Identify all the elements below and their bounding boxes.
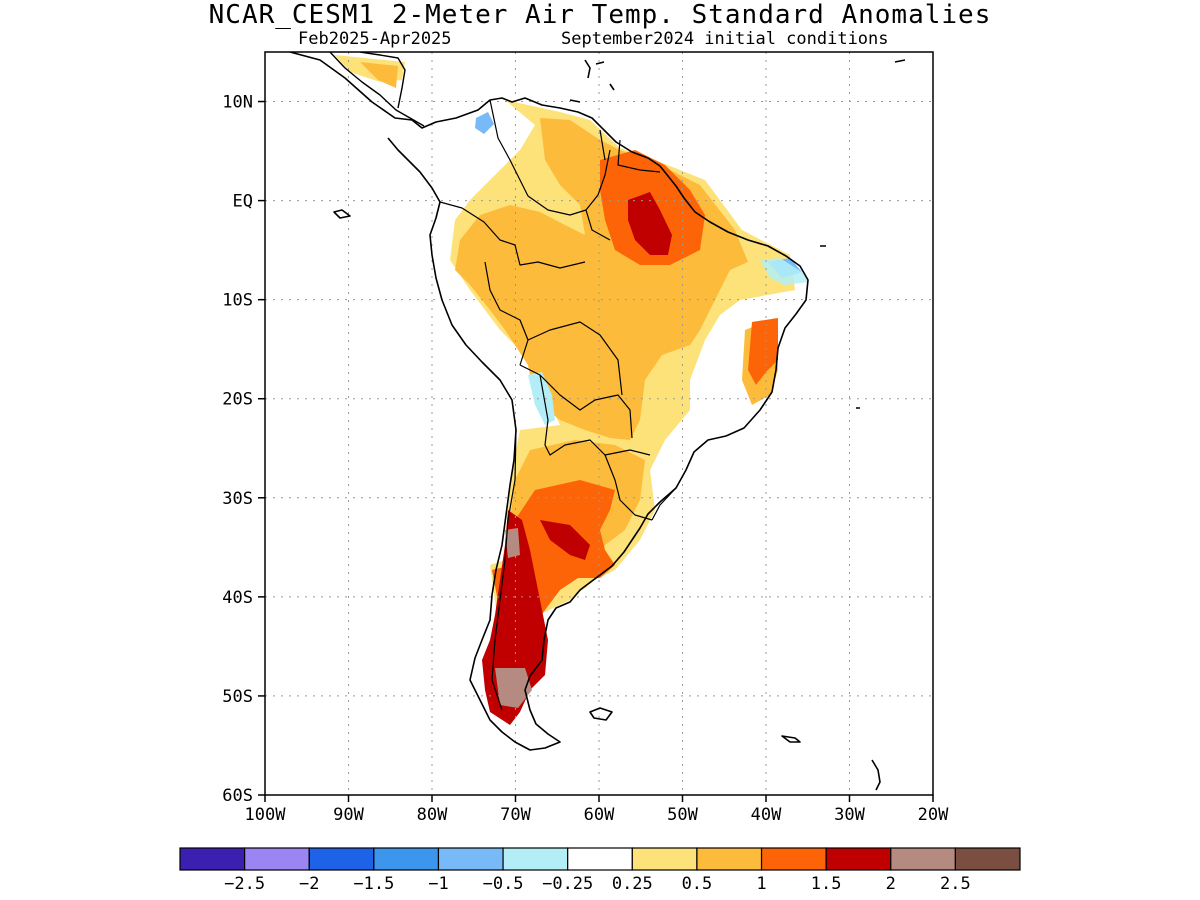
color-scale-bar: −2.5 −2 −1.5 −1 −0.5 −0.25 0.25 0.5 1 1.5 2 2.5 bbox=[179, 847, 1021, 894]
colorbar-label: 2 bbox=[886, 874, 896, 894]
colorbar-swatch bbox=[954, 847, 1021, 871]
colorbar-label: −2 bbox=[299, 874, 319, 894]
colorbar-swatch bbox=[179, 847, 246, 871]
anomaly-region-cool-colombia bbox=[475, 112, 494, 134]
lon-tick-label: 60W bbox=[584, 805, 615, 825]
colorbar-swatch bbox=[631, 847, 698, 871]
island-south-sandwich bbox=[871, 759, 881, 791]
colorbar-label: 0.25 bbox=[612, 874, 653, 894]
lon-tick-label: 30W bbox=[834, 805, 865, 825]
lat-tick-label: 30S bbox=[222, 489, 253, 509]
colorbar-swatch bbox=[825, 847, 892, 871]
anomaly-region-slight-cool-brazil bbox=[760, 258, 808, 285]
lon-tick-label: 80W bbox=[417, 805, 448, 825]
colorbar-swatch bbox=[890, 847, 956, 871]
lat-tick-label: 60S bbox=[222, 786, 253, 806]
lon-tick-label: 70W bbox=[500, 805, 531, 825]
colorbar-swatch bbox=[437, 847, 504, 871]
anomaly-region-strong-east bbox=[748, 318, 778, 385]
colorbar-label: 2.5 bbox=[940, 874, 971, 894]
anomaly-region-slight-cool-bolivia bbox=[528, 372, 555, 425]
colorbar-swatch bbox=[696, 847, 763, 871]
colorbar-swatch bbox=[244, 847, 310, 871]
colorbar-label: 0.5 bbox=[682, 874, 713, 894]
colorbar-label: −1.5 bbox=[353, 874, 394, 894]
colorbar-swatch bbox=[760, 847, 827, 871]
colorbar-label: −1 bbox=[428, 874, 448, 894]
anomaly-region-hot-amazon bbox=[628, 192, 672, 255]
map-title: NCAR_CESM1 2-Meter Air Temp. Standard An… bbox=[208, 0, 992, 30]
lon-tick-label: 20W bbox=[918, 805, 949, 825]
colorbar-label: −2.5 bbox=[224, 874, 265, 894]
lat-tick-label: 20S bbox=[222, 390, 253, 410]
colorbar-swatch bbox=[567, 847, 633, 871]
forecast-period: Feb2025-Apr2025 bbox=[298, 29, 452, 49]
lon-tick-label: 40W bbox=[751, 805, 782, 825]
anomaly-region-moderate-mexico bbox=[360, 62, 398, 88]
lat-tick-label: 50S bbox=[222, 687, 253, 707]
anomaly-region-extreme-north bbox=[505, 528, 520, 558]
island-falklands bbox=[589, 707, 613, 721]
colorbar-label: 1.5 bbox=[811, 874, 842, 894]
latitude-axis: 10N EQ 10S 20S 30S 40S 50S 60S bbox=[222, 93, 265, 806]
map-content bbox=[265, 52, 933, 795]
colorbar-label: −0.5 bbox=[483, 874, 524, 894]
colorbar-label: 1 bbox=[756, 874, 766, 894]
lon-tick-label: 90W bbox=[333, 805, 364, 825]
lon-tick-label: 100W bbox=[245, 805, 287, 825]
anomaly-region-hot-argentina bbox=[540, 520, 590, 560]
colorbar-swatch bbox=[373, 847, 440, 871]
island-south-georgia bbox=[781, 735, 801, 743]
initial-conditions: September2024 initial conditions bbox=[561, 29, 889, 49]
country-borders bbox=[439, 99, 677, 711]
anomaly-region-extreme-south bbox=[495, 668, 532, 708]
island-galapagos bbox=[333, 209, 351, 219]
lat-tick-label: 10N bbox=[222, 93, 253, 113]
island-caribbean bbox=[569, 59, 615, 103]
coastlines-borders bbox=[289, 52, 906, 791]
colorbar-swatch bbox=[502, 847, 569, 871]
lat-tick-label: 10S bbox=[222, 291, 253, 311]
island-atlantic bbox=[820, 59, 906, 409]
central-america-coast bbox=[329, 52, 425, 127]
colorbar-swatch bbox=[308, 847, 375, 871]
lon-tick-label: 50W bbox=[667, 805, 698, 825]
colorbar-label: −0.25 bbox=[542, 874, 593, 894]
lat-tick-label: 40S bbox=[222, 588, 253, 608]
longitude-axis: 100W 90W 80W 70W 60W 50W 40W 30W 20W bbox=[245, 795, 949, 825]
lat-tick-label: EQ bbox=[233, 192, 253, 212]
anomaly-shading bbox=[335, 55, 808, 725]
